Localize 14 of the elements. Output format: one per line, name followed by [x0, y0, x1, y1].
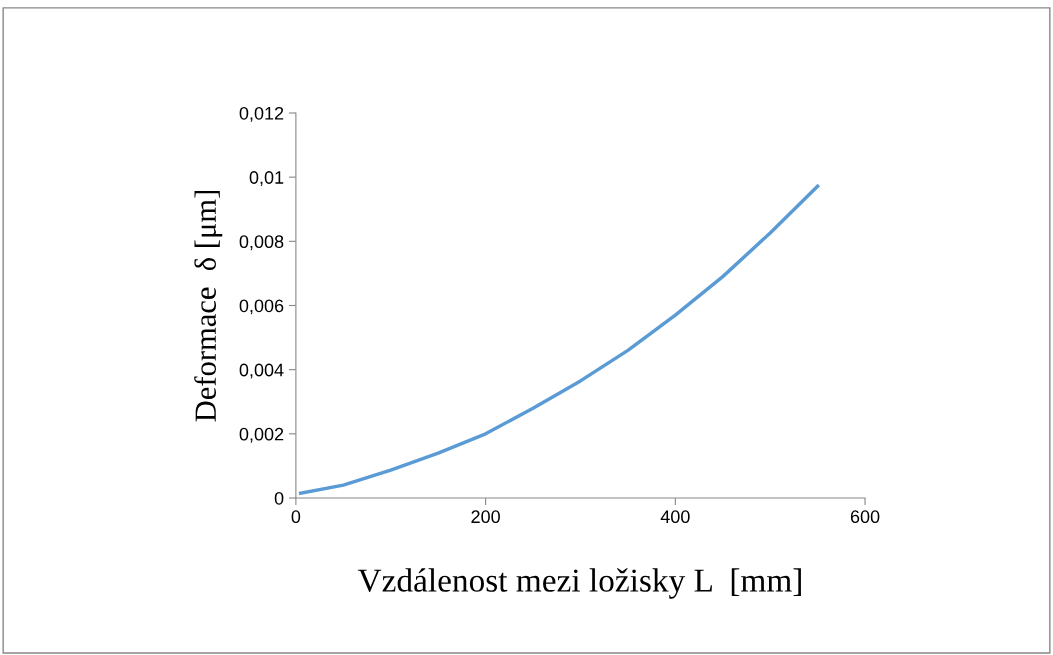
x-axis-title: Vzdálenost mezi ložisky L [mm] — [357, 568, 801, 599]
y-tick-label: 0,002 — [239, 427, 284, 443]
line-series — [298, 184, 820, 495]
y-tick-label: 0,012 — [239, 106, 284, 122]
x-tick-label: 0 — [291, 510, 301, 524]
y-tick-label: 0,008 — [239, 235, 284, 251]
y-tick-label: 0,01 — [249, 171, 284, 187]
y-tick-label: 0,006 — [239, 299, 284, 315]
x-tick-label: 600 — [850, 510, 880, 524]
x-tick-label: 400 — [660, 510, 690, 524]
y-axis-title: Deformace δ [μm] — [194, 191, 223, 422]
y-tick-label: 0 — [274, 491, 284, 505]
y-tick-label: 0,004 — [239, 363, 284, 379]
x-tick-label: 200 — [471, 510, 500, 524]
